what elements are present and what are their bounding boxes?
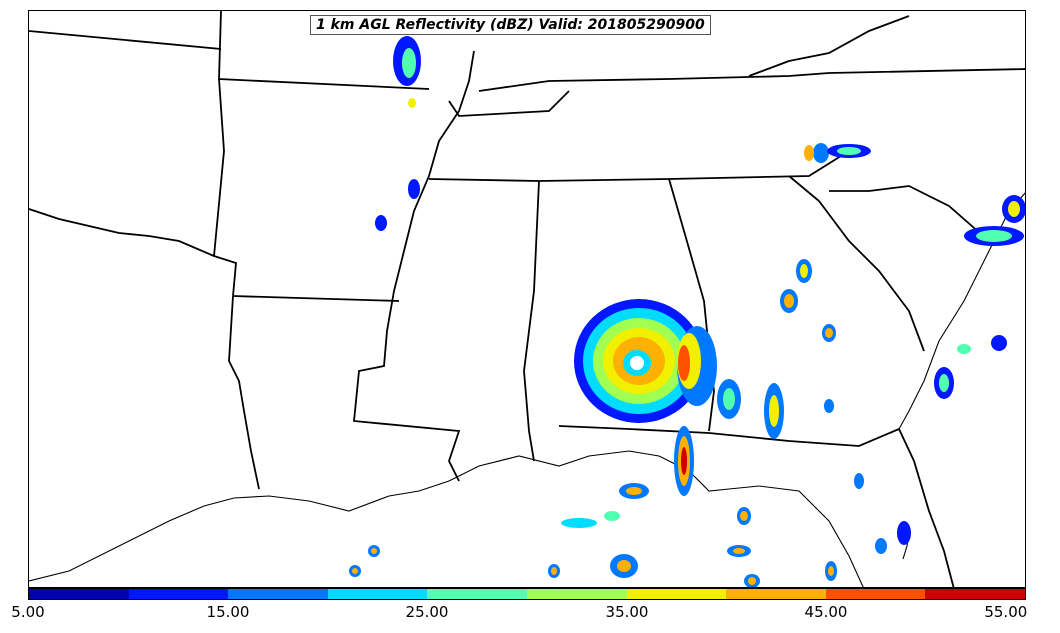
boundary-line — [448, 90, 570, 117]
coastline — [29, 192, 1025, 587]
colorbar-tick-label: 45.00 — [804, 603, 848, 621]
echo-cell — [551, 567, 557, 575]
boundary-line — [829, 185, 990, 242]
echo-cell — [854, 473, 864, 489]
colorbar — [28, 588, 1026, 600]
echo-cell — [939, 374, 949, 392]
echo-cell — [748, 577, 756, 585]
echo-cell — [828, 566, 834, 576]
echo-cell — [825, 328, 833, 338]
coastline-path — [758, 485, 864, 587]
boundary-line — [898, 428, 955, 587]
echo-cell — [604, 511, 620, 521]
colorbar-segment — [128, 589, 229, 599]
echo-cell — [678, 345, 690, 381]
boundary-line — [29, 208, 215, 257]
colorbar-segment — [228, 589, 328, 599]
echo-cell — [813, 143, 829, 163]
colorbar-tick-label: 25.00 — [405, 603, 449, 621]
boundary-line — [29, 30, 222, 50]
echo-cell — [1008, 201, 1020, 217]
boundary-line — [228, 295, 260, 490]
echo-cell — [875, 538, 887, 554]
echo-cell — [630, 356, 644, 370]
echo-cell — [408, 98, 416, 108]
echo-cell — [561, 518, 597, 528]
echo-cell — [804, 145, 814, 161]
map-canvas — [29, 11, 1025, 587]
echo-cell — [991, 335, 1007, 351]
echo-cell — [733, 548, 745, 554]
reflectivity-map — [28, 10, 1026, 588]
echo-cell — [352, 568, 358, 574]
echo-cell — [897, 521, 911, 545]
colorbar-segment — [526, 589, 627, 599]
echo-cell — [371, 548, 377, 554]
boundary-line — [353, 50, 475, 482]
boundary-line — [523, 180, 540, 462]
echo-cell — [769, 395, 779, 427]
echo-cell — [784, 294, 794, 308]
echo-cell — [800, 264, 808, 278]
echo-cell — [375, 215, 387, 231]
boundary-line — [788, 175, 925, 352]
echo-cell — [740, 511, 748, 521]
boundary-line — [668, 150, 850, 180]
echo-cell — [408, 179, 420, 199]
echo-cell — [976, 230, 1012, 242]
echo-cell — [723, 388, 735, 410]
colorbar-segment — [925, 589, 1025, 599]
reflectivity-echoes — [349, 36, 1025, 587]
boundary-line — [478, 68, 1025, 92]
echo-cell — [837, 147, 861, 155]
colorbar-segment — [427, 589, 527, 599]
colorbar-segment — [327, 589, 428, 599]
echo-cell — [626, 487, 642, 495]
echo-cell — [957, 344, 971, 354]
echo-cell — [681, 447, 687, 475]
boundary-line — [213, 78, 237, 297]
boundary-line — [232, 295, 400, 302]
map-title: 1 km AGL Reflectivity (dBZ) Valid: 20180… — [310, 15, 711, 35]
boundary-line — [558, 425, 900, 447]
colorbar-segment — [626, 589, 727, 599]
coastline-path — [29, 450, 760, 582]
colorbar-tick-label: 35.00 — [605, 603, 649, 621]
state-boundaries — [29, 11, 1025, 587]
boundary-line — [748, 15, 910, 77]
colorbar-segment — [29, 589, 129, 599]
boundary-line — [668, 178, 715, 432]
echo-cell — [402, 48, 416, 78]
colorbar-tick-label: 15.00 — [206, 603, 250, 621]
colorbar-segment — [726, 589, 826, 599]
colorbar-tick-label: 5.00 — [11, 603, 45, 621]
colorbar-tick-label: 55.00 — [984, 603, 1028, 621]
coastline-path — [898, 192, 1025, 430]
echo-cell — [617, 560, 631, 572]
colorbar-segment — [825, 589, 926, 599]
echo-cell — [824, 399, 834, 413]
boundary-line — [428, 178, 670, 182]
